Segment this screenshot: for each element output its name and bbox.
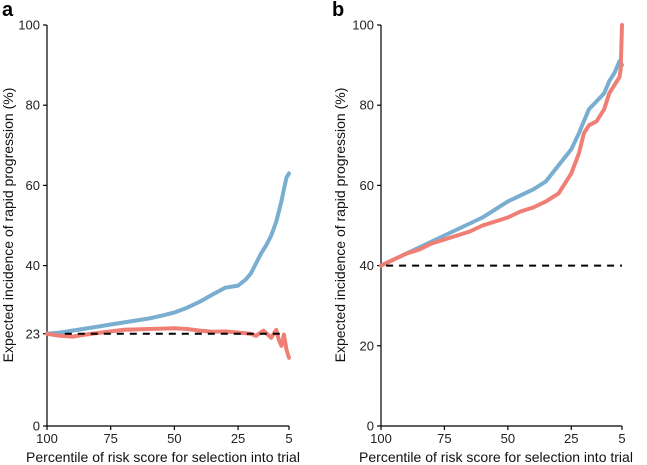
y-tick-label: 40 (26, 258, 40, 273)
x-tick-label: 25 (231, 431, 245, 446)
x-tick-label: 25 (564, 431, 578, 446)
y-tick-label: 20 (360, 338, 374, 353)
panel-a: a Expected incidence of rapid progressio… (0, 0, 300, 465)
x-tick-label: 75 (437, 431, 451, 446)
x-tick-label: 50 (501, 431, 515, 446)
panel-b-plot (379, 23, 624, 268)
x-tick-label: 5 (618, 431, 625, 446)
y-tick-label: 0 (367, 419, 374, 434)
panel-a-letter: a (2, 0, 14, 21)
series-line-blue (45, 171, 291, 336)
panel-a-xlabel: Percentile of risk score for selection i… (26, 449, 300, 465)
panel-b: b Expected incidence of rapid progressio… (332, 0, 633, 465)
x-tick-label: 5 (285, 431, 292, 446)
x-tick-label: 75 (103, 431, 117, 446)
panel-a-plot (45, 171, 291, 360)
x-tick-label: 50 (167, 431, 181, 446)
panel-b-xlabel: Percentile of risk score for selection i… (359, 449, 633, 465)
series-line-blue (379, 59, 624, 268)
y-tick-label: 80 (360, 98, 374, 113)
x-tick-label: 100 (36, 431, 58, 446)
y-tick-label: 60 (360, 178, 374, 193)
y-tick-label: 40 (360, 258, 374, 273)
series-line-red (45, 326, 291, 360)
series-line-red (379, 23, 624, 268)
panel-b-ylabel: Expected incidence of rapid progression … (332, 88, 348, 363)
y-tick-label: 0 (33, 419, 40, 434)
panel-a-axes: 0 23 40 60 80 100 100 75 50 25 5 (18, 18, 292, 447)
y-tick-label: 100 (352, 18, 374, 33)
y-tick-label: 60 (26, 178, 40, 193)
y-tick-label: 100 (18, 18, 40, 33)
panel-a-ylabel: Expected incidence of rapid progression … (0, 88, 16, 363)
panel-b-axes: 0 20 40 60 80 100 100 75 50 25 5 (352, 18, 625, 447)
y-tick-label: 80 (26, 98, 40, 113)
x-tick-label: 100 (370, 431, 392, 446)
y-tick-label: 23 (26, 326, 40, 341)
panel-b-letter: b (332, 0, 344, 21)
